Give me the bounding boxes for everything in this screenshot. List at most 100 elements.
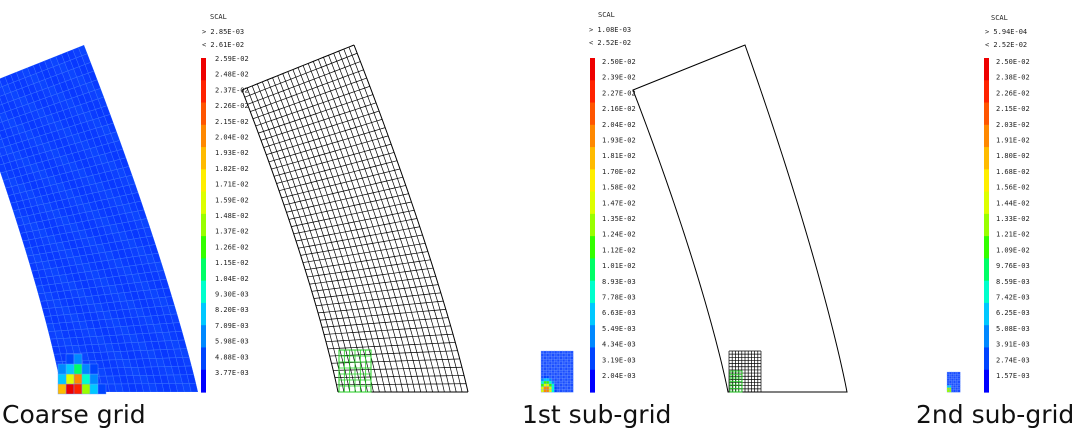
colorbar-tick-label: 1.56E-02 xyxy=(996,184,1030,192)
colorbar-segment xyxy=(984,325,989,349)
mesh-line xyxy=(263,110,380,148)
mesh-line xyxy=(250,69,364,112)
hotspot-cell xyxy=(73,373,83,385)
colorbar-segment xyxy=(201,347,206,371)
colorbar-segment xyxy=(984,80,989,104)
colorbar-tick-label: 1.80E-02 xyxy=(996,152,1030,160)
colorbar-segment xyxy=(984,147,989,170)
colorbar-tick-label: 1.04E-02 xyxy=(215,275,249,283)
colorbar-tick-label: 1.82E-02 xyxy=(215,165,249,173)
colorbar-tick-label: 3.77E-03 xyxy=(215,369,249,377)
colorbar-tick-label: 1.37E-02 xyxy=(215,228,249,236)
mesh-line xyxy=(244,52,358,98)
mesh-line xyxy=(325,333,453,343)
colorbar-tick-label: 2.50E-02 xyxy=(602,58,636,66)
field-cell xyxy=(148,383,158,392)
colorbar-segment xyxy=(201,236,206,259)
colorbar-segment xyxy=(590,280,595,304)
colorbar-tick-label: 2.04E-02 xyxy=(215,134,249,142)
mesh-line xyxy=(329,350,458,357)
field-cell xyxy=(107,383,117,392)
hotspot-cell xyxy=(81,373,91,385)
colorbar-tick-label: 7.78E-03 xyxy=(602,294,636,302)
colorbar-segment xyxy=(590,236,595,259)
colorbar-segment xyxy=(201,169,206,193)
sub2-region-mesh xyxy=(729,370,743,393)
mesh-line xyxy=(298,226,420,249)
colorbar-tick-label: 2.27E-02 xyxy=(602,89,636,97)
caption-coarse-grid: Coarse grid xyxy=(2,400,146,429)
colorbar-tick-label: 2.48E-02 xyxy=(215,71,249,79)
subgrid-region-mesh xyxy=(339,350,371,392)
colorbar-tick-label: 1.81E-02 xyxy=(602,152,636,160)
colorbar-segment xyxy=(590,102,595,126)
colorbar-segment xyxy=(984,280,989,304)
colorbar-tick-label: 9.76E-03 xyxy=(996,262,1030,270)
colorbar-segment xyxy=(590,169,595,193)
mesh-line xyxy=(252,77,367,120)
coarse-field-base xyxy=(0,45,198,392)
colorbar-segment xyxy=(201,191,206,215)
field-cell xyxy=(141,383,151,392)
hotspot-cell xyxy=(73,353,83,365)
coarse-legend-max: < 2.61E-02 xyxy=(202,41,244,49)
colorbar-tick-label: 1.71E-02 xyxy=(215,181,249,189)
hotspot-cell xyxy=(89,363,99,375)
mesh-line xyxy=(302,242,426,263)
hotspot-cell xyxy=(65,363,75,375)
sub2-legend-min: > 5.94E-04 xyxy=(985,28,1027,36)
colorbar-tick-label: 2.50E-02 xyxy=(996,58,1030,66)
mesh-line xyxy=(241,44,355,91)
colorbar-tick-label: 2.03E-02 xyxy=(996,121,1030,129)
mesh-line xyxy=(327,342,456,350)
sub2-legend-max: < 2.52E-02 xyxy=(985,41,1027,49)
hotspot-cell xyxy=(89,373,99,385)
hotspot-cell xyxy=(57,373,67,385)
caption-1st-sub-grid: 1st sub-grid xyxy=(522,400,672,429)
field-cell xyxy=(570,383,574,387)
mesh-line xyxy=(283,176,403,206)
colorbar-segment xyxy=(201,58,206,81)
mesh-line xyxy=(281,168,401,199)
mesh-line xyxy=(322,317,449,328)
colorbar-segment xyxy=(984,258,989,282)
coarse-legend-title: SCAL xyxy=(210,13,227,21)
colorbar-tick-label: 4.88E-03 xyxy=(215,353,249,361)
mesh-line xyxy=(334,375,465,378)
colorbar-tick-label: 1.01E-02 xyxy=(602,262,636,270)
mesh-line xyxy=(271,135,389,170)
field-cell xyxy=(175,383,185,392)
sub2-colorbar xyxy=(984,58,989,393)
colorbar-tick-label: 9.30E-03 xyxy=(215,291,249,299)
hotspot-cell xyxy=(97,383,107,395)
colorbar-tick-label: 1.48E-02 xyxy=(215,212,249,220)
field-cell xyxy=(570,378,574,382)
field-cell xyxy=(121,383,131,392)
mesh-line xyxy=(268,127,386,163)
mesh-line xyxy=(309,267,434,285)
colorbar-tick-label: 2.04E-02 xyxy=(602,121,636,129)
field-cell xyxy=(161,383,172,392)
mesh-line xyxy=(336,383,467,386)
colorbar-segment xyxy=(590,213,595,237)
hotspot-cell xyxy=(57,363,67,375)
field-cell xyxy=(570,386,574,390)
colorbar-segment xyxy=(201,258,206,282)
colorbar-segment xyxy=(590,80,595,104)
colorbar-segment xyxy=(201,302,206,326)
colorbar-segment xyxy=(590,302,595,326)
colorbar-tick-label: 2.15E-02 xyxy=(996,105,1030,113)
mesh-line xyxy=(247,61,361,105)
field-cell xyxy=(957,389,961,393)
colorbar-tick-label: 1.33E-02 xyxy=(996,215,1030,223)
colorbar-tick-label: 5.98E-03 xyxy=(215,338,249,346)
colorbar-tick-label: 7.09E-03 xyxy=(215,322,249,330)
sub1-field-plot xyxy=(540,350,574,393)
coarse-legend-ticks: 2.59E-02 2.48E-02 2.37E-02 2.26E-02 2.15E-02… xyxy=(215,55,249,377)
colorbar-tick-label: 1.44E-02 xyxy=(996,199,1030,207)
colorbar-segment xyxy=(201,213,206,237)
coarse-legend-min: > 2.85E-03 xyxy=(202,28,244,36)
colorbar-tick-label: 8.59E-03 xyxy=(996,278,1030,286)
colorbar-tick-label: 1.24E-02 xyxy=(602,231,636,239)
